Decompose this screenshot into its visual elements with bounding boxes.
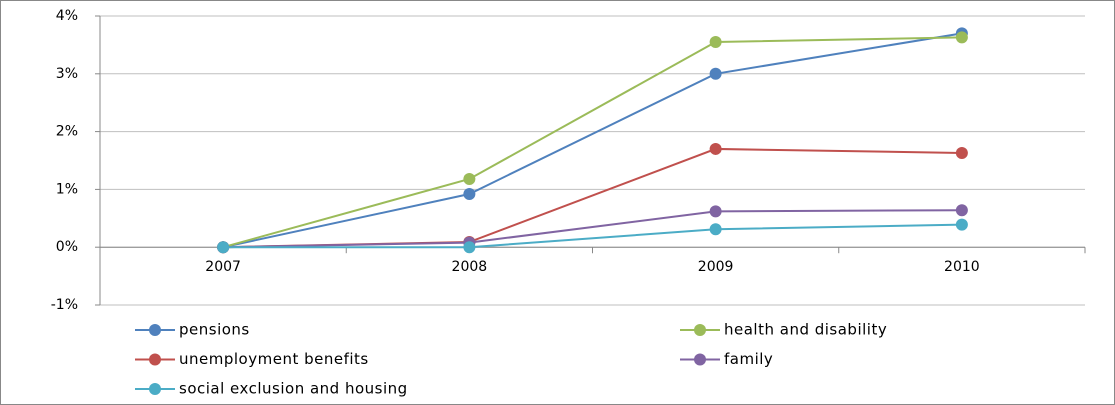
x-tick-label: 2009 [698,259,734,275]
data-point [709,36,722,49]
legend-marker [149,324,161,336]
data-point [955,204,968,217]
data-point [955,31,968,44]
data-point [217,241,230,254]
legend-label: family [724,350,773,368]
legend-label: social exclusion and housing [179,380,408,398]
data-point [709,142,722,155]
data-point [709,67,722,80]
legend-marker [149,353,161,366]
data-point [955,218,968,231]
legend-marker [694,353,706,366]
data-point [463,241,476,254]
legend-marker [694,324,706,336]
data-point [463,172,476,185]
series-line [222,32,963,249]
series-line [222,36,962,249]
legend-label: pensions [179,321,250,339]
series-line [223,223,962,249]
series-line [223,209,962,249]
y-tick-label: 0% [56,239,78,255]
data-point [709,223,722,236]
data-point [955,146,968,159]
y-tick-label: 3% [56,66,78,82]
legend-label: health and disability [724,321,887,339]
y-tick-label: 2% [56,124,78,140]
x-tick-label: 2007 [205,259,241,275]
x-tick-label: 2008 [452,259,488,275]
y-tick-label: 1% [56,181,78,197]
legend-label: unemployment benefits [179,350,369,368]
data-point [463,188,476,201]
data-point [709,205,722,218]
x-tick-label: 2010 [944,259,980,275]
legend-marker [149,383,161,395]
y-tick-label: 4% [56,8,78,24]
y-tick-label: -1% [51,297,78,313]
